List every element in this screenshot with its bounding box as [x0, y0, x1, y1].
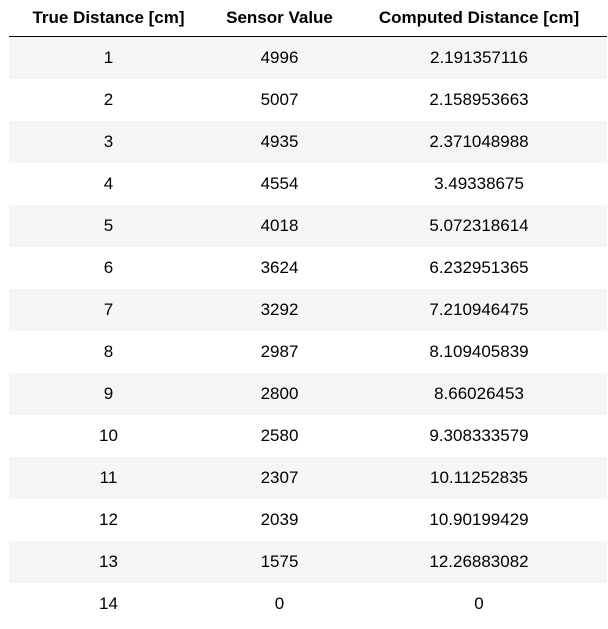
cell-true-distance: 9 [9, 373, 208, 415]
header-sensor-value: Sensor Value [208, 0, 351, 37]
table-row: 12 2039 10.90199429 [9, 499, 607, 541]
cell-true-distance: 6 [9, 247, 208, 289]
table-body: 1 4996 2.191357116 2 5007 2.158953663 3 4935 2.3… [9, 36, 607, 625]
cell-true-distance: 2 [9, 79, 208, 121]
cell-computed-distance: 8.66026453 [351, 373, 607, 415]
header-row: True Distance [cm] Sensor Value Computed… [9, 0, 607, 37]
cell-sensor-value: 1575 [208, 541, 351, 583]
cell-computed-distance: 6.232951365 [351, 247, 607, 289]
cell-true-distance: 7 [9, 289, 208, 331]
table-row: 4 4554 3.49338675 [9, 163, 607, 205]
cell-computed-distance: 10.11252835 [351, 457, 607, 499]
cell-sensor-value: 4996 [208, 36, 351, 79]
cell-computed-distance: 10.90199429 [351, 499, 607, 541]
cell-computed-distance: 9.308333579 [351, 415, 607, 457]
table-row: 14 0 0 [9, 583, 607, 625]
header-true-distance: True Distance [cm] [9, 0, 208, 37]
table-row: 9 2800 8.66026453 [9, 373, 607, 415]
data-table: True Distance [cm] Sensor Value Computed… [9, 0, 607, 625]
table-row: 10 2580 9.308333579 [9, 415, 607, 457]
cell-true-distance: 8 [9, 331, 208, 373]
cell-sensor-value: 2987 [208, 331, 351, 373]
cell-true-distance: 5 [9, 205, 208, 247]
cell-computed-distance: 2.371048988 [351, 121, 607, 163]
cell-sensor-value: 2307 [208, 457, 351, 499]
cell-sensor-value: 3624 [208, 247, 351, 289]
cell-true-distance: 4 [9, 163, 208, 205]
table-row: 8 2987 8.109405839 [9, 331, 607, 373]
cell-computed-distance: 2.191357116 [351, 36, 607, 79]
cell-true-distance: 14 [9, 583, 208, 625]
cell-computed-distance: 7.210946475 [351, 289, 607, 331]
cell-sensor-value: 5007 [208, 79, 351, 121]
table-header: True Distance [cm] Sensor Value Computed… [9, 0, 607, 37]
cell-sensor-value: 4935 [208, 121, 351, 163]
cell-sensor-value: 2800 [208, 373, 351, 415]
table-row: 11 2307 10.11252835 [9, 457, 607, 499]
header-computed-distance: Computed Distance [cm] [351, 0, 607, 37]
table-row: 13 1575 12.26883082 [9, 541, 607, 583]
cell-true-distance: 3 [9, 121, 208, 163]
table-row: 6 3624 6.232951365 [9, 247, 607, 289]
cell-sensor-value: 2580 [208, 415, 351, 457]
cell-computed-distance: 12.26883082 [351, 541, 607, 583]
table-row: 1 4996 2.191357116 [9, 36, 607, 79]
cell-sensor-value: 2039 [208, 499, 351, 541]
cell-computed-distance: 5.072318614 [351, 205, 607, 247]
cell-computed-distance: 8.109405839 [351, 331, 607, 373]
cell-true-distance: 11 [9, 457, 208, 499]
table-row: 7 3292 7.210946475 [9, 289, 607, 331]
table-row: 3 4935 2.371048988 [9, 121, 607, 163]
table-row: 5 4018 5.072318614 [9, 205, 607, 247]
cell-true-distance: 10 [9, 415, 208, 457]
cell-true-distance: 12 [9, 499, 208, 541]
cell-sensor-value: 0 [208, 583, 351, 625]
table-row: 2 5007 2.158953663 [9, 79, 607, 121]
cell-computed-distance: 3.49338675 [351, 163, 607, 205]
cell-true-distance: 1 [9, 36, 208, 79]
cell-sensor-value: 4554 [208, 163, 351, 205]
cell-sensor-value: 3292 [208, 289, 351, 331]
cell-computed-distance: 0 [351, 583, 607, 625]
cell-computed-distance: 2.158953663 [351, 79, 607, 121]
cell-true-distance: 13 [9, 541, 208, 583]
cell-sensor-value: 4018 [208, 205, 351, 247]
